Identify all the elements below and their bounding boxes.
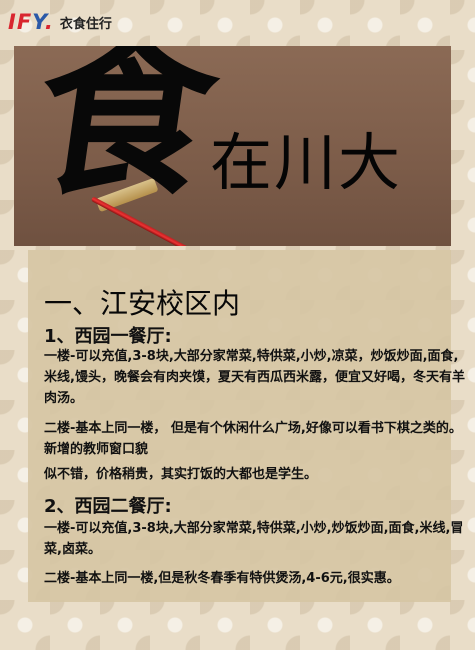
section-heading: 一、江安校区内 <box>44 287 241 320</box>
canteen-2-title: 2、西园二餐厅: <box>44 496 172 517</box>
canteen-1-title: 1、西园一餐厅: <box>44 326 172 347</box>
banner-title: 在川大 <box>210 126 403 199</box>
site-logo[interactable]: IFY. 衣食住行 <box>8 10 112 34</box>
canteen-1-floor-2-cont: 似不错，价格稍贵，其实打饭的大都也是学生。 <box>44 467 318 482</box>
logo-tagline: 衣食住行 <box>59 16 112 32</box>
banner-food-character: 食 <box>23 46 229 219</box>
canteen-2-floor-2: 二楼-基本上同一楼,但是秋冬春季有特供煲汤,4-6元,很实惠。 <box>44 571 400 586</box>
content-panel <box>28 250 451 602</box>
canteen-1-floor-1: 一楼-可以充值,3-8块,大部分家常菜,特供菜,小炒,凉菜，炒饭炒面,面食,米线… <box>44 349 465 406</box>
canteen-1-floor-2: 二楼-基本上同一楼， 但是有个休闲什么广场,好像可以看书下棋之类的。新增的教师窗… <box>44 421 462 457</box>
ify-logo-mark: IFY. <box>8 10 54 34</box>
canteen-2-floor-1: 一楼-可以充值,3-8块,大部分家常菜,特供菜,小炒,炒饭炒面,面食,米线,冒菜… <box>44 521 464 557</box>
header-banner: 食 在川大 <box>14 46 451 246</box>
